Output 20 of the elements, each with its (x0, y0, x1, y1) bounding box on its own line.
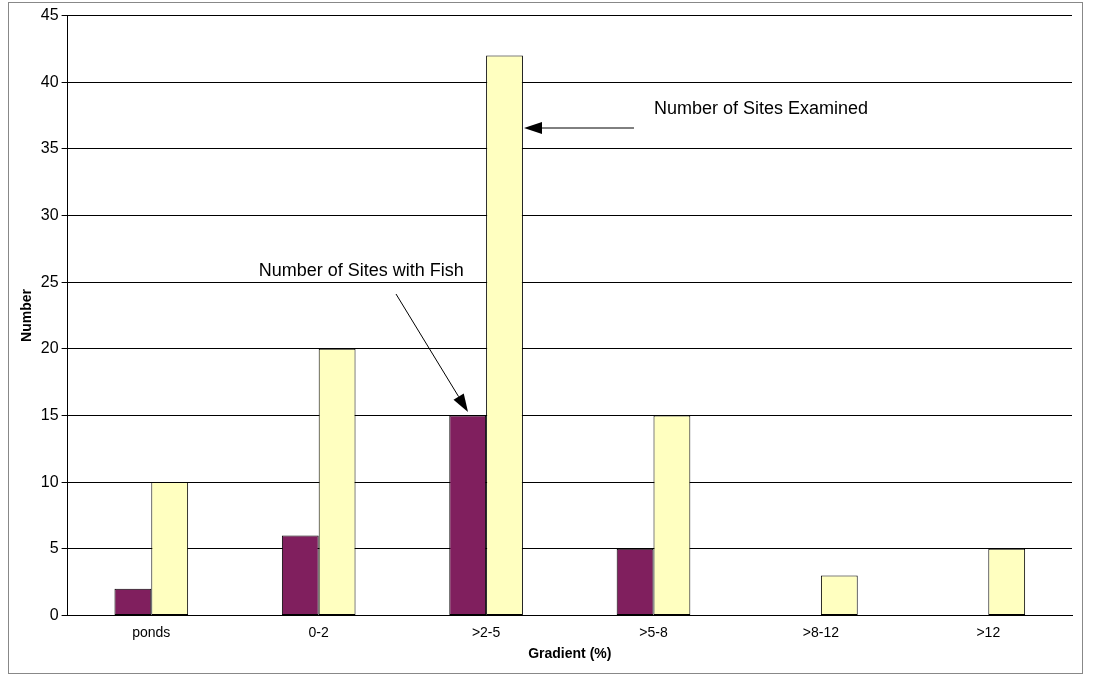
y-tick-label: 40 (40, 72, 59, 90)
x-tick-label: >8-12 (802, 623, 840, 640)
y-tick-label: 25 (40, 272, 59, 290)
x-tick-label: >12 (976, 623, 1001, 640)
y-axis-title: Number (18, 288, 35, 342)
x-tick-label: ponds (132, 623, 171, 640)
x-tick-label: >5-8 (639, 623, 668, 640)
y-tick-label: 45 (40, 6, 59, 24)
x-tick-label: 0-2 (308, 623, 330, 640)
y-tick-label: 20 (40, 339, 59, 357)
annotation: Number of Sites Examined (651, 98, 871, 119)
y-tick-label: 5 (49, 539, 59, 557)
x-axis-title: Gradient (%) (528, 645, 612, 662)
y-tick-label: 35 (40, 139, 59, 157)
y-tick-label: 10 (40, 472, 59, 490)
y-tick-label: 30 (40, 205, 59, 223)
x-tick-label: >2-5 (471, 623, 501, 640)
y-tick-label: 15 (40, 405, 59, 423)
annotation: Number of Sites with Fish (256, 260, 466, 281)
y-tick-label: 0 (49, 605, 59, 623)
